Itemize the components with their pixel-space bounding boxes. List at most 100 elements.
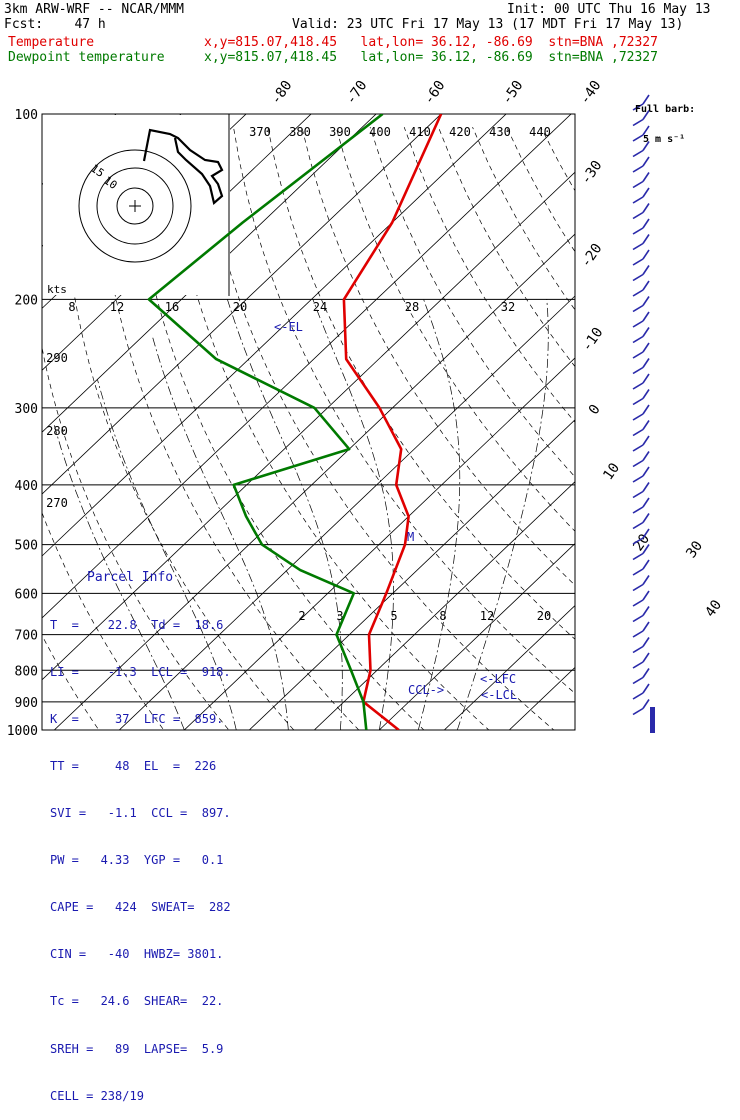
pressure-tick-label: 200	[15, 293, 38, 308]
wind-barb	[633, 622, 649, 637]
wind-barb	[633, 173, 649, 188]
isotherm-label: -10	[579, 325, 607, 355]
isotherm-label: -80	[268, 78, 296, 108]
wind-barb-staff	[633, 616, 643, 622]
pressure-tick-label: 100	[15, 108, 38, 123]
pressure-tick-label: 1000	[7, 724, 38, 739]
wind-barb-staff	[633, 461, 643, 467]
parcel-info-row: CELL = 238/19	[44, 1089, 231, 1105]
wind-barb	[633, 219, 649, 234]
wind-barb-staff	[633, 662, 643, 668]
wind-barb	[633, 436, 649, 451]
hodograph-background	[43, 115, 230, 295]
wind-barb-staff	[633, 321, 643, 327]
wind-barb-flag	[643, 157, 649, 166]
isotherm-label: -40	[577, 78, 605, 108]
wind-barb-staff	[633, 585, 643, 591]
wind-barb-flag	[643, 173, 649, 182]
isotherm-line	[171, 100, 740, 740]
wind-barb	[633, 204, 649, 219]
wind-barb-flag	[643, 219, 649, 228]
theta-label: 430	[489, 125, 511, 139]
wind-barb-flag	[643, 607, 649, 616]
wind-barb-flag	[643, 374, 649, 383]
barb-legend-title: Full barb:	[635, 105, 695, 115]
wind-barb-flag	[643, 483, 649, 492]
wind-barb-surface	[650, 707, 655, 733]
wind-barb	[633, 405, 649, 420]
parcel-info-title: Parcel Info	[44, 570, 231, 586]
dry-adiabat-line	[575, 127, 740, 740]
dry-adiabat-line	[643, 127, 740, 740]
wind-barb-flag	[643, 235, 649, 244]
pressure-tick-label: 500	[15, 539, 38, 554]
isotherm-line	[561, 100, 740, 740]
dry-adiabat-line	[507, 127, 740, 740]
wind-barb-staff	[633, 166, 643, 172]
wind-barb-staff	[633, 244, 643, 250]
wind-barb-flag	[643, 297, 649, 306]
wind-barb-flag	[643, 591, 649, 600]
wind-barb-flag	[643, 312, 649, 321]
wind-barb-staff	[633, 647, 643, 653]
hodograph-axis-label: kts	[47, 283, 67, 296]
wind-barb	[633, 483, 649, 498]
wind-barb-staff	[633, 678, 643, 684]
wind-barb-staff	[633, 213, 643, 219]
pressure-tick-label: 400	[15, 479, 38, 494]
wind-barb-flag	[643, 638, 649, 647]
wind-barb-staff	[633, 492, 643, 498]
parcel-info-row: CAPE = 424 SWEAT= 282	[44, 900, 231, 916]
isotherm-label: -20	[578, 241, 606, 271]
dry-adiabat-line	[609, 127, 740, 740]
wind-barb	[633, 669, 649, 684]
wind-barb-staff	[633, 476, 643, 482]
wind-barb-flag	[643, 250, 649, 259]
wind-barb-staff	[633, 430, 643, 436]
parcel-info-row: T = 22.8 Td = 18.6	[44, 618, 231, 634]
moist-adiabat-line	[313, 299, 394, 730]
wind-barb	[633, 157, 649, 172]
pressure-tick-label: 300	[15, 402, 38, 417]
wind-barb-flag	[643, 622, 649, 631]
pressure-tick-label: 900	[15, 696, 38, 711]
wind-barb-flag	[643, 653, 649, 662]
wind-barb-staff	[633, 507, 643, 513]
hodograph-speed-label: 16	[165, 300, 179, 314]
dry-adiabat-line	[0, 127, 42, 740]
wind-barb	[633, 607, 649, 622]
moist-adiabat-line	[457, 299, 548, 730]
dry-adiabat-line	[199, 127, 569, 740]
wind-barb	[633, 328, 649, 343]
wind-barb	[633, 576, 649, 591]
wind-barb-staff	[633, 523, 643, 529]
wind-barb-flag	[643, 514, 649, 523]
isotherm-label: 0	[586, 402, 604, 418]
wind-barb	[633, 374, 649, 389]
wind-barb-flag	[643, 421, 649, 430]
isotherm-label: 30	[683, 538, 706, 561]
wind-barb-staff	[633, 259, 643, 265]
wind-barb-flag	[643, 560, 649, 569]
wind-barb-flag	[643, 343, 649, 352]
wind-barb	[633, 281, 649, 296]
wind-barb	[633, 235, 649, 250]
wind-barbs	[633, 95, 655, 733]
wind-barb-flag	[643, 452, 649, 461]
wind-barb-flag	[643, 700, 649, 709]
temperature-profile-line	[344, 114, 441, 730]
wind-barb-flag	[643, 188, 649, 197]
wind-barb-flag	[643, 405, 649, 414]
wind-barb	[633, 188, 649, 203]
dry-adiabat-label: 270	[46, 496, 68, 510]
wind-barb-staff	[633, 337, 643, 343]
theta-label: 420	[449, 125, 471, 139]
wind-barb-flag	[643, 359, 649, 368]
wind-barb-staff	[633, 399, 643, 405]
hodograph-speed-label: 32	[501, 300, 515, 314]
pressure-tick-label: 600	[15, 587, 38, 602]
dry-adiabat-line	[302, 127, 740, 740]
wind-barb-flag	[643, 467, 649, 476]
wind-barb-staff	[633, 228, 643, 234]
